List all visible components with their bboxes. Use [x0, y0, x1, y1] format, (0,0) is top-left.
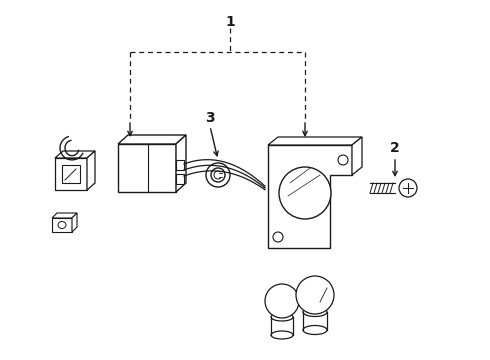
Ellipse shape: [271, 313, 293, 321]
Ellipse shape: [303, 307, 327, 316]
Bar: [62, 165, 80, 183]
Circle shape: [273, 232, 283, 242]
Circle shape: [399, 179, 417, 197]
Bar: [176, 174, 184, 184]
Polygon shape: [352, 137, 362, 175]
Polygon shape: [118, 135, 186, 144]
Polygon shape: [268, 145, 352, 248]
Polygon shape: [55, 151, 95, 158]
Ellipse shape: [271, 331, 293, 339]
Circle shape: [206, 163, 230, 187]
Circle shape: [211, 168, 225, 182]
Polygon shape: [268, 137, 362, 145]
Ellipse shape: [58, 221, 66, 229]
Circle shape: [338, 155, 348, 165]
Polygon shape: [87, 151, 95, 190]
Polygon shape: [52, 213, 77, 218]
Ellipse shape: [303, 325, 327, 334]
Bar: [52, 218, 72, 232]
Bar: [176, 160, 184, 170]
Bar: [118, 144, 176, 192]
Circle shape: [279, 167, 331, 219]
Bar: [55, 158, 87, 190]
Polygon shape: [176, 135, 186, 192]
Text: 3: 3: [205, 111, 215, 125]
Polygon shape: [72, 213, 77, 232]
Circle shape: [296, 276, 334, 314]
Circle shape: [265, 284, 299, 318]
Text: 2: 2: [390, 141, 400, 155]
Text: 1: 1: [225, 15, 235, 29]
